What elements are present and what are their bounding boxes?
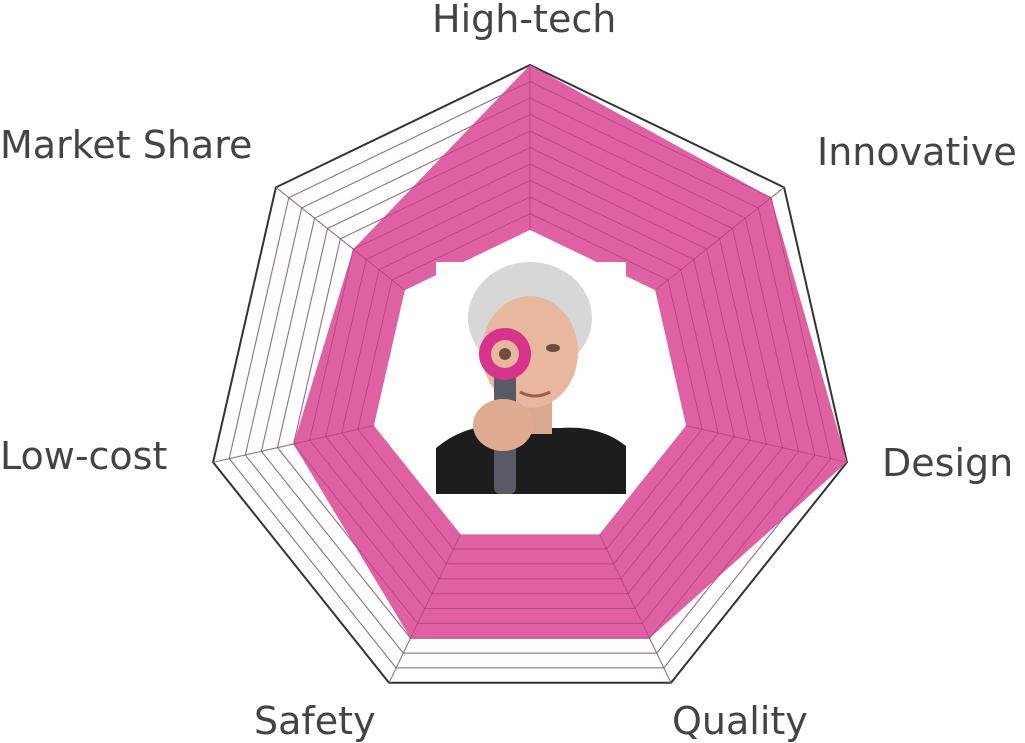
grid-ring-overlay: [309, 163, 751, 595]
grid-ring-overlay: [260, 113, 800, 639]
grid-ring-overlay: [293, 146, 767, 609]
grid-spoke-overlay: [654, 186, 785, 291]
axis-label-low-cost: Low-cost: [0, 434, 168, 478]
dyson-photo: [436, 262, 626, 494]
axis-label-safety: Safety: [254, 699, 376, 743]
grid-spoke-overlay: [213, 425, 375, 463]
grid-ring-overlay: [341, 196, 719, 565]
axis-label-design: Design: [882, 441, 1014, 485]
grid-ring-overlay: [228, 80, 832, 669]
grid-ring-overlay: [325, 179, 735, 580]
grid-spoke-overlay: [388, 533, 462, 684]
grid-spoke-overlay: [598, 533, 672, 684]
grid-spoke-overlay: [685, 425, 847, 463]
grid-ring-overlay: [244, 97, 816, 654]
axis-label-quality: Quality: [672, 699, 808, 743]
grid-ring-overlay: [276, 130, 784, 624]
radar-area-layer: [293, 64, 847, 639]
axis-label-innovative: Innovative: [817, 130, 1017, 174]
grid-ring-overlay: [357, 212, 703, 550]
series-area: [293, 65, 847, 639]
axis-label-high-tech: High-tech: [432, 0, 617, 41]
grid-spoke-overlay: [275, 186, 406, 291]
axis-label-market-share: Market Share: [0, 123, 253, 167]
grid-ring-outer: [212, 63, 848, 684]
